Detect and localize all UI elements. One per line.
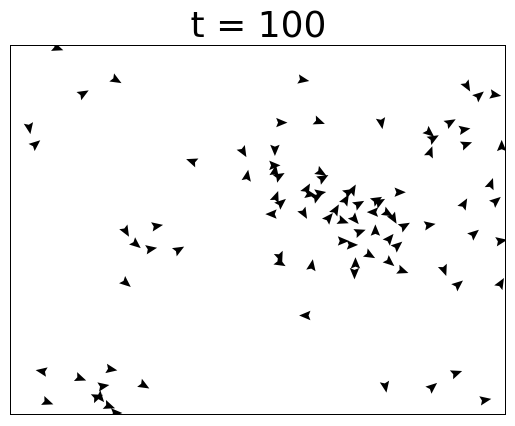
agent-marker — [299, 310, 311, 321]
agent-marker — [171, 246, 185, 257]
agent-marker — [353, 229, 366, 239]
agent-marker — [269, 190, 279, 204]
agent-marker — [270, 144, 280, 157]
agent-marker — [28, 140, 41, 152]
agent-marker — [186, 158, 199, 168]
agent-marker — [382, 255, 395, 267]
agent-marker — [451, 280, 463, 292]
agent-marker — [349, 268, 360, 280]
agent-marker — [366, 207, 379, 217]
agent-marker — [297, 74, 310, 84]
agent-marker — [41, 396, 54, 405]
agent-marker — [458, 125, 471, 136]
agent-marker — [274, 198, 286, 210]
agent-marker — [362, 248, 376, 259]
simulation-frame — [10, 45, 506, 415]
agent-marker — [422, 125, 435, 137]
agent-marker — [496, 139, 505, 152]
agent-marker — [472, 91, 484, 103]
agent-marker — [386, 211, 397, 224]
agent-marker — [449, 370, 463, 380]
agent-marker — [273, 256, 286, 267]
agent-marker — [105, 363, 118, 374]
agent-marker — [297, 206, 308, 219]
agent-marker — [443, 119, 456, 130]
agent-marker — [350, 257, 361, 269]
agent-marker — [494, 277, 504, 291]
agent-marker — [337, 236, 350, 246]
agent-marker — [272, 172, 285, 183]
agent-marker — [369, 196, 383, 207]
agent-marker — [236, 144, 247, 158]
agent-marker — [336, 214, 349, 224]
agent-marker — [35, 367, 48, 377]
agent-marker — [314, 165, 327, 176]
agent-marker — [425, 382, 438, 394]
agent-marker — [459, 141, 473, 151]
agent-marker — [321, 212, 333, 225]
agent-marker — [394, 187, 406, 197]
agent-marker — [51, 46, 64, 51]
agent-marker — [457, 198, 468, 211]
agent-marker — [73, 372, 87, 382]
agent-marker — [426, 135, 439, 145]
agent-marker — [424, 146, 433, 159]
agent-marker — [346, 184, 356, 197]
agent-marker — [90, 394, 104, 404]
plot-title: t = 100 — [190, 5, 327, 46]
agent-marker — [329, 204, 339, 217]
agent-marker — [347, 212, 359, 225]
agent-marker — [97, 382, 110, 392]
agent-marker — [76, 90, 89, 101]
agent-marker — [479, 396, 492, 406]
agent-marker — [265, 209, 277, 219]
agents-layer — [23, 46, 505, 414]
agent-marker — [390, 241, 403, 253]
agent-marker — [145, 245, 158, 255]
agent-marker — [269, 164, 279, 177]
agent-marker — [151, 222, 164, 232]
agent-marker — [397, 222, 410, 233]
agent-marker — [467, 229, 479, 241]
agent-marker — [111, 408, 123, 414]
agent-marker — [352, 200, 365, 211]
agent-marker — [119, 276, 131, 287]
agent-marker — [241, 169, 251, 182]
agent-marker — [23, 122, 34, 135]
agent-marker — [396, 264, 409, 274]
agent-marker — [269, 160, 281, 171]
agent-marker — [489, 196, 501, 208]
agent-marker — [489, 89, 502, 99]
agent-marker — [379, 380, 390, 393]
agent-marker — [370, 224, 381, 236]
agent-marker — [119, 224, 130, 237]
agent-marker — [380, 206, 394, 217]
agent-marker — [276, 117, 288, 128]
agent-marker — [382, 233, 394, 246]
agent-marker — [312, 115, 325, 125]
agent-marker — [306, 259, 316, 272]
agent-marker — [316, 174, 329, 185]
agent-marker — [109, 73, 122, 84]
agent-marker — [437, 263, 447, 276]
agent-marker — [484, 178, 494, 191]
agent-marker — [137, 378, 150, 389]
agent-marker — [310, 193, 323, 204]
agent-marker — [339, 194, 349, 207]
agent-marker — [375, 117, 386, 130]
agent-marker — [129, 237, 141, 249]
agent-marker — [102, 399, 116, 409]
agent-marker — [495, 237, 505, 247]
agent-marker — [423, 221, 436, 231]
agent-marker — [346, 240, 359, 250]
agent-marker — [460, 79, 471, 92]
